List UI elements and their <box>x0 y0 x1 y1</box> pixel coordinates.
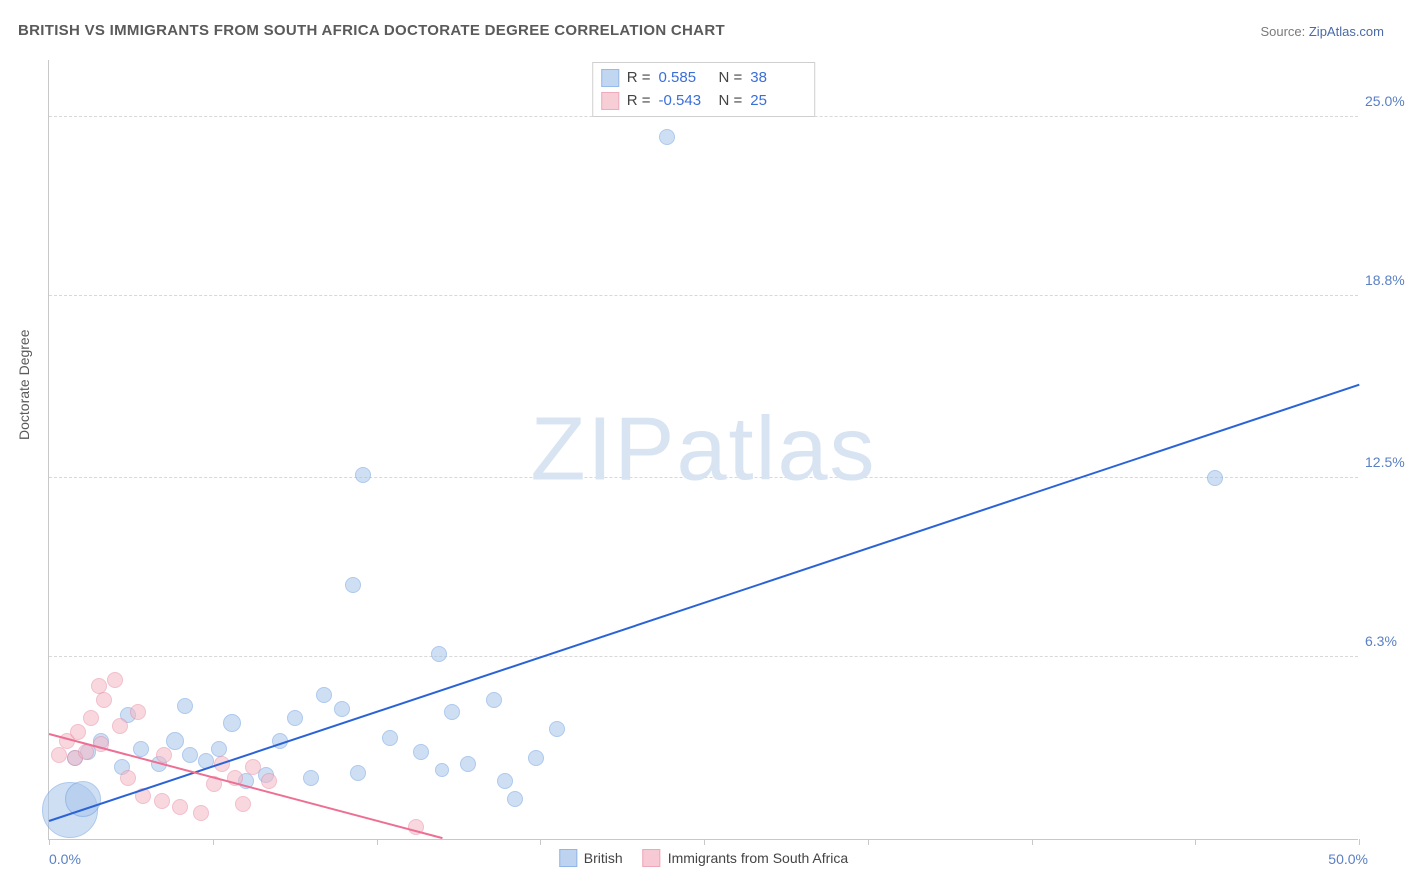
data-point <box>316 687 332 703</box>
data-point <box>245 759 261 775</box>
stat-n-label: N = <box>719 90 743 113</box>
stat-r-label: R = <box>627 90 651 113</box>
source-link[interactable]: ZipAtlas.com <box>1309 24 1384 39</box>
data-point <box>486 692 502 708</box>
x-tick <box>49 839 50 845</box>
data-point <box>182 747 198 763</box>
legend-label: British <box>584 850 623 866</box>
data-point <box>51 747 67 763</box>
data-point <box>130 704 146 720</box>
trend-line <box>49 733 442 839</box>
stat-n-value: 25 <box>750 90 802 113</box>
source-prefix: Source: <box>1260 24 1308 39</box>
series-legend: British Immigrants from South Africa <box>559 849 848 867</box>
data-point <box>413 744 429 760</box>
legend-item: British <box>559 849 623 867</box>
x-tick <box>704 839 705 845</box>
data-point <box>96 692 112 708</box>
data-point <box>528 750 544 766</box>
data-point <box>507 791 523 807</box>
legend-swatch <box>559 849 577 867</box>
data-point <box>235 796 251 812</box>
data-point <box>120 770 136 786</box>
stat-r-value: -0.543 <box>659 90 711 113</box>
data-point <box>107 672 123 688</box>
gridline-h <box>49 656 1358 657</box>
data-point <box>78 744 94 760</box>
x-tick <box>1359 839 1360 845</box>
data-point <box>334 701 350 717</box>
data-point <box>659 129 675 145</box>
y-tick-label: 12.5% <box>1365 454 1406 470</box>
data-point <box>154 793 170 809</box>
stat-n-value: 38 <box>750 67 802 90</box>
y-tick-label: 18.8% <box>1365 272 1406 288</box>
x-tick <box>213 839 214 845</box>
series-swatch <box>601 92 619 110</box>
chart-title: BRITISH VS IMMIGRANTS FROM SOUTH AFRICA … <box>18 22 725 39</box>
data-point <box>211 741 227 757</box>
data-point <box>355 467 371 483</box>
watermark-text: ZIPatlas <box>530 398 876 501</box>
stat-r-value: 0.585 <box>659 67 711 90</box>
data-point <box>177 698 193 714</box>
data-point <box>549 721 565 737</box>
x-axis-min-label: 0.0% <box>49 851 81 867</box>
data-point <box>287 710 303 726</box>
chart-plot-area: ZIPatlas R =0.585N =38R =-0.543N =25 0.0… <box>48 60 1358 840</box>
x-tick <box>868 839 869 845</box>
x-tick <box>377 839 378 845</box>
x-tick <box>540 839 541 845</box>
data-point <box>223 714 241 732</box>
data-point <box>156 747 172 763</box>
legend-item: Immigrants from South Africa <box>643 849 849 867</box>
x-axis-max-label: 50.0% <box>1328 851 1368 867</box>
data-point <box>261 773 277 789</box>
data-point <box>172 799 188 815</box>
y-tick-label: 25.0% <box>1365 93 1406 109</box>
data-point <box>70 724 86 740</box>
data-point <box>435 763 449 777</box>
y-tick-label: 6.3% <box>1365 633 1406 649</box>
data-point <box>497 773 513 789</box>
data-point <box>350 765 366 781</box>
x-tick <box>1195 839 1196 845</box>
gridline-h <box>49 477 1358 478</box>
data-point <box>303 770 319 786</box>
correlation-stats-box: R = 0.585 N = 38 R = -0.543 N = 25 <box>592 62 816 117</box>
data-point <box>444 704 460 720</box>
data-point <box>382 730 398 746</box>
data-point <box>345 577 361 593</box>
data-point <box>1207 470 1223 486</box>
data-point <box>166 732 184 750</box>
source-attribution: Source: ZipAtlas.com <box>1260 24 1384 39</box>
x-tick <box>1032 839 1033 845</box>
stats-row: R = -0.543 N = 25 <box>601 90 803 113</box>
data-point <box>460 756 476 772</box>
stat-r-label: R = <box>627 67 651 90</box>
legend-label: Immigrants from South Africa <box>668 850 849 866</box>
stat-n-label: N = <box>719 67 743 90</box>
data-point <box>83 710 99 726</box>
y-axis-label: Doctorate Degree <box>16 329 32 440</box>
gridline-h <box>49 295 1358 296</box>
stats-row: R = 0.585 N = 38 <box>601 67 803 90</box>
series-swatch <box>601 69 619 87</box>
data-point <box>431 646 447 662</box>
trend-line <box>49 384 1360 822</box>
data-point <box>65 781 101 817</box>
legend-swatch <box>643 849 661 867</box>
data-point <box>112 718 128 734</box>
data-point <box>193 805 209 821</box>
